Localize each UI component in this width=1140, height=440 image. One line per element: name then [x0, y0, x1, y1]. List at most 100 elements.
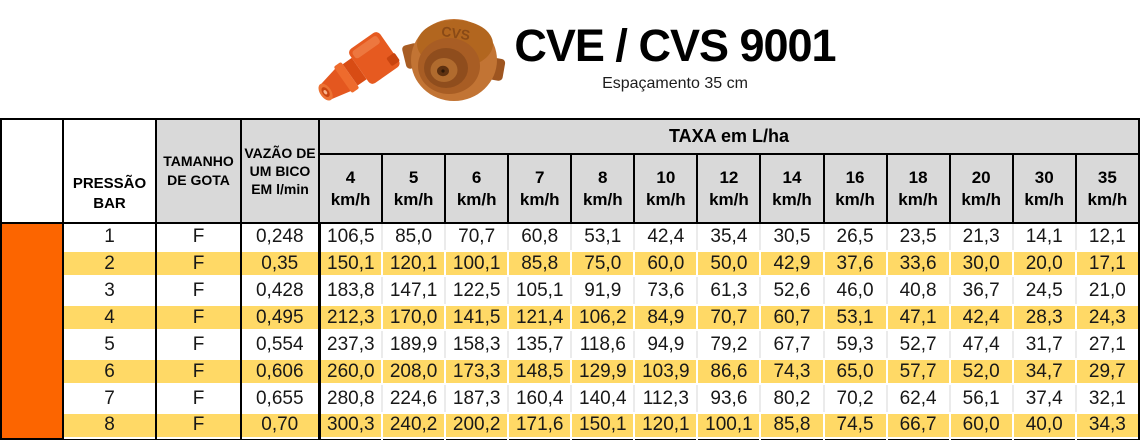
rate-cell: 30,5	[759, 223, 824, 250]
rate-cell: 260,0	[317, 358, 383, 385]
rate-cell: 50,0	[696, 250, 761, 277]
flow-header-line3: EM l/min	[251, 181, 309, 198]
droplet-size-column-header: TAMANHO DE GOTA	[155, 118, 242, 224]
rate-cell: 57,7	[885, 358, 950, 385]
rate-cell: 27,1	[1074, 331, 1140, 358]
rate-cell: 12,1	[1074, 223, 1140, 250]
rate-cell: 40,0	[1011, 412, 1076, 440]
rate-cell: 21,3	[948, 223, 1013, 250]
flow-cell: 0,248	[241, 223, 321, 250]
table-row: 2 F 0,35 150,1 120,1 100,1 85,8 75,0 60,0 50,0 42,…	[1, 250, 1140, 277]
speed-header-cell: 35 km/h	[1074, 153, 1140, 224]
nozzle-color-swatch	[0, 222, 64, 440]
speed-header-cell: 4 km/h	[317, 153, 384, 224]
rate-cell: 120,1	[633, 412, 698, 440]
rate-cell: 53,1	[822, 304, 887, 331]
rate-cell: 112,3	[633, 385, 698, 412]
rate-cell: 75,0	[570, 250, 635, 277]
droplet-size-cell: F	[156, 277, 242, 304]
rate-cell: 29,7	[1074, 358, 1140, 385]
rate-cell: 42,4	[633, 223, 698, 250]
rate-cell: 106,5	[317, 223, 383, 250]
rate-cell: 36,7	[948, 277, 1013, 304]
droplet-header-line2: DE GOTA	[167, 172, 230, 188]
rate-cell: 79,2	[696, 331, 761, 358]
rate-cell: 73,6	[633, 277, 698, 304]
rate-cell: 106,2	[570, 304, 635, 331]
rate-cell: 30,0	[948, 250, 1013, 277]
flow-cell: 0,495	[241, 304, 321, 331]
droplet-size-cell: F	[156, 223, 242, 250]
rate-cell: 240,2	[381, 412, 446, 440]
rate-cell: 100,1	[444, 250, 509, 277]
cvs-nozzle-icon: CVS	[402, 19, 506, 101]
droplet-header-line1: TAMANHO	[163, 153, 234, 170]
rate-cell: 103,9	[633, 358, 698, 385]
rate-cell: 121,4	[507, 304, 572, 331]
rate-cell: 140,4	[570, 385, 635, 412]
pressure-header-line2: BAR	[93, 194, 126, 212]
rate-cell: 170,0	[381, 304, 446, 331]
rate-cell: 237,3	[317, 331, 383, 358]
rate-cell: 148,5	[507, 358, 572, 385]
rate-cell: 47,4	[948, 331, 1013, 358]
table-row: 4 F 0,495 212,3 170,0 141,5 121,4 106,2 84,9 70,7…	[1, 304, 1140, 331]
rate-cell: 14,1	[1011, 223, 1076, 250]
rate-cell: 40,8	[885, 277, 950, 304]
rate-group-header: TAXA em L/ha	[318, 118, 1140, 155]
droplet-size-cell: F	[156, 250, 242, 277]
rate-cell: 147,1	[381, 277, 446, 304]
page-subtitle: Espaçamento 35 cm	[602, 75, 748, 93]
rate-cell: 85,8	[759, 412, 824, 440]
rate-cell: 70,7	[444, 223, 509, 250]
rate-cell: 86,6	[696, 358, 761, 385]
flow-header-line2: UM BICO	[249, 162, 311, 179]
rate-cell: 120,1	[381, 250, 446, 277]
rate-cell: 173,3	[444, 358, 509, 385]
corner-cell	[0, 118, 64, 224]
speed-header-cell: 12 km/h	[696, 153, 762, 224]
rate-cell: 53,1	[570, 223, 635, 250]
top-banner: CVS CVE / CVS 9001 Espaçamento 35 cm	[0, 0, 1140, 118]
rate-cell: 118,6	[570, 331, 635, 358]
rate-cell: 20,0	[1011, 250, 1076, 277]
rate-cell: 93,6	[696, 385, 761, 412]
rate-cell: 84,9	[633, 304, 698, 331]
rate-cell: 65,0	[822, 358, 887, 385]
flow-column-header: VAZÃO DE UM BICO EM l/min	[240, 118, 320, 224]
rate-cell: 91,9	[570, 277, 635, 304]
rate-cell: 52,6	[759, 277, 824, 304]
droplet-size-cell: F	[156, 385, 242, 412]
droplet-size-cell: F	[156, 304, 242, 331]
table-row: 6 F 0,606 260,0 208,0 173,3 148,5 129,9 103,9 86,…	[1, 358, 1140, 385]
rate-cell: 24,5	[1011, 277, 1076, 304]
flow-cell: 0,606	[241, 358, 321, 385]
speed-header-cell: 7 km/h	[507, 153, 573, 224]
pressure-cell: 3	[62, 277, 157, 304]
speed-header-cell: 10 km/h	[633, 153, 699, 224]
rate-cell: 42,4	[948, 304, 1013, 331]
pressure-cell: 6	[62, 358, 157, 385]
rate-cell: 280,8	[317, 385, 383, 412]
pressure-cell: 4	[62, 304, 157, 331]
header-row-group: PRESSÃO BAR TAMANHO DE GOTA VAZÃO DE UM …	[0, 118, 1140, 224]
table-body: 1 F 0,248 106,5 85,0 70,7 60,8 53,1 42,4 35,4 30,5…	[0, 222, 1140, 440]
nozzle-product-images: CVS	[318, 19, 506, 101]
rate-cell: 32,1	[1074, 385, 1140, 412]
rate-cell: 171,6	[507, 412, 572, 440]
rate-cell: 129,9	[570, 358, 635, 385]
rate-cell: 67,7	[759, 331, 824, 358]
rate-cell: 66,7	[885, 412, 950, 440]
pressure-cell: 7	[62, 385, 157, 412]
rate-cell: 300,3	[317, 412, 383, 440]
rate-cell: 28,3	[1011, 304, 1076, 331]
droplet-size-cell: F	[156, 358, 242, 385]
rate-cell: 80,2	[759, 385, 824, 412]
rate-cell: 135,7	[507, 331, 572, 358]
droplet-size-cell: F	[156, 331, 242, 358]
speed-header-cell: 20 km/h	[948, 153, 1014, 224]
rate-cell: 56,1	[948, 385, 1013, 412]
rate-cell: 150,1	[317, 250, 383, 277]
pressure-header-line1: PRESSÃO	[72, 175, 147, 192]
rate-cell: 60,0	[948, 412, 1013, 440]
